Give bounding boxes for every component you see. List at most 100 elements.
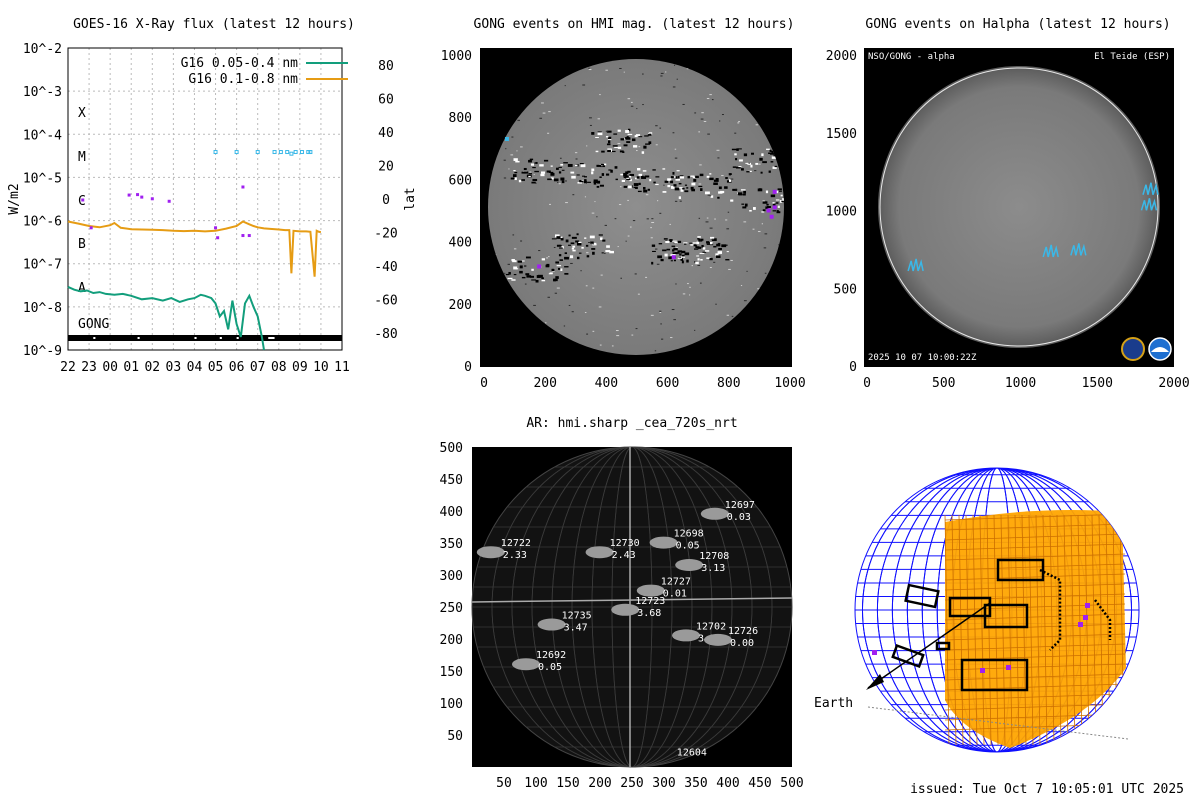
globe-coverage-col — [1028, 514, 1034, 746]
magnetic-flux-patch — [635, 134, 641, 137]
magnetic-noise-speck — [645, 276, 648, 278]
ar-region-value: 0.01 — [663, 589, 687, 600]
magnetic-flux-patch — [570, 171, 575, 174]
magnetic-flux-patch — [518, 179, 522, 183]
magnetic-flux-patch — [747, 170, 752, 172]
y2-tick-label: -20 — [374, 227, 397, 242]
y-tick-label: 10^-5 — [23, 171, 62, 186]
magnetic-noise-speck — [589, 124, 592, 126]
magnetic-flux-patch — [655, 183, 659, 186]
y-tick-label: 10^-8 — [23, 301, 62, 316]
magnetic-flux-patch — [772, 210, 777, 212]
magnetic-flux-patch — [529, 158, 534, 161]
magnetic-flux-patch — [737, 192, 743, 196]
magnetic-noise-speck — [646, 218, 649, 220]
magnetic-flux-patch — [637, 190, 642, 193]
magnetic-flux-patch — [726, 251, 729, 253]
magnetic-flux-patch — [606, 130, 612, 133]
magnetic-flux-patch — [735, 158, 738, 161]
magnetic-flux-patch — [706, 241, 710, 244]
issued-timestamp: issued: Tue Oct 7 10:05:01 UTC 2025 — [910, 782, 1184, 797]
magnetic-noise-speck — [538, 250, 541, 252]
magnetic-flux-patch — [558, 171, 562, 174]
ar-region-blob — [476, 546, 505, 559]
magnetic-flux-patch — [649, 179, 652, 182]
magnetic-noise-speck — [709, 94, 712, 96]
globe-coverage-col — [1042, 514, 1048, 746]
magnetic-flux-patch — [606, 143, 611, 146]
magnetic-noise-speck — [620, 277, 622, 279]
magnetic-noise-speck — [588, 241, 591, 243]
magnetic-flux-patch — [514, 171, 518, 174]
ar-region-number: 12702 — [696, 621, 726, 632]
magnetic-noise-speck — [616, 335, 620, 337]
latitude-marker — [278, 150, 283, 155]
ar-region-number: 12723 — [635, 596, 665, 607]
x-tick-label: 06 — [229, 360, 245, 375]
magnetic-flux-patch — [561, 169, 565, 171]
magnetic-noise-speck — [588, 67, 590, 69]
magnetic-flux-patch — [575, 240, 580, 243]
magnetic-flux-patch — [601, 173, 605, 176]
x-tick-label: 1000 — [1005, 376, 1036, 391]
magnetic-flux-patch — [738, 159, 743, 162]
magnetic-flux-patch — [576, 242, 582, 246]
y-tick-label: 200 — [440, 633, 463, 648]
halpha-panel: GONG events on Halpha (latest 12 hours) … — [826, 17, 1190, 391]
magnetic-flux-patch — [770, 152, 775, 155]
magnetic-flux-patch — [550, 177, 554, 180]
magnetic-noise-speck — [698, 183, 702, 185]
magnetic-flux-patch — [690, 244, 694, 246]
magnetic-flux-patch — [525, 256, 531, 259]
class-label-m: M — [78, 150, 86, 165]
ar-region-number: 12735 — [562, 611, 592, 622]
magnetic-noise-speck — [611, 345, 614, 347]
magnetic-flux-patch — [576, 233, 579, 236]
globe-coverage-col — [1077, 514, 1083, 746]
magnetic-flux-patch — [529, 275, 535, 278]
magnetic-flux-patch — [760, 171, 763, 174]
class-label-c: C — [78, 194, 86, 209]
magnetic-flux-patch — [637, 168, 641, 171]
latitude-marker — [308, 150, 313, 155]
magnetic-noise-speck — [645, 194, 649, 196]
magnetic-flux-patch — [696, 241, 700, 245]
magnetic-flux-patch — [633, 145, 638, 148]
magnetic-flux-patch — [607, 148, 612, 151]
magnetic-noise-speck — [631, 334, 634, 336]
magnetic-flux-patch — [698, 246, 701, 249]
magnetic-flux-patch — [769, 149, 772, 152]
magnetic-flux-patch — [551, 238, 557, 240]
magnetic-noise-speck — [517, 119, 520, 121]
magnetic-flux-patch — [626, 141, 631, 143]
magnetic-flux-patch — [730, 199, 734, 202]
magnetic-flux-patch — [695, 175, 699, 179]
magnetic-noise-speck — [586, 333, 589, 335]
latitude-marker — [255, 150, 260, 155]
magnetic-flux-patch — [541, 277, 544, 279]
magnetic-flux-patch — [765, 190, 769, 194]
gong-coverage-gap — [194, 337, 197, 339]
globe-coverage-col — [1035, 514, 1041, 746]
magnetic-flux-patch — [709, 241, 713, 245]
magnetic-flux-patch — [634, 135, 638, 138]
magnetic-noise-speck — [529, 171, 532, 173]
magnetic-flux-patch — [677, 252, 683, 254]
magnetic-flux-patch — [564, 272, 569, 275]
halpha-axis-ticks: 0 500 1000 1500 2000 0 500 1000 1500 2000 — [826, 49, 1190, 391]
magnetic-flux-patch — [680, 257, 683, 261]
magnetic-flux-patch — [643, 145, 647, 149]
magnetic-flux-patch — [560, 164, 564, 166]
halpha-station-label: El Teide (ESP) — [1094, 52, 1170, 62]
magnetic-noise-speck — [635, 150, 638, 152]
magnetic-flux-patch — [592, 251, 595, 255]
magnetic-noise-speck — [682, 293, 686, 295]
magnetic-flux-patch — [564, 252, 568, 255]
magnetic-flux-patch — [743, 153, 748, 157]
magnetic-flux-patch — [550, 172, 555, 176]
magnetic-flux-patch — [597, 180, 601, 184]
gong-coverage-band — [68, 335, 342, 341]
halpha-source-label: NSO/GONG - alpha — [868, 52, 955, 62]
latitude-marker — [213, 150, 218, 155]
globe-coverage-row — [944, 533, 1126, 541]
